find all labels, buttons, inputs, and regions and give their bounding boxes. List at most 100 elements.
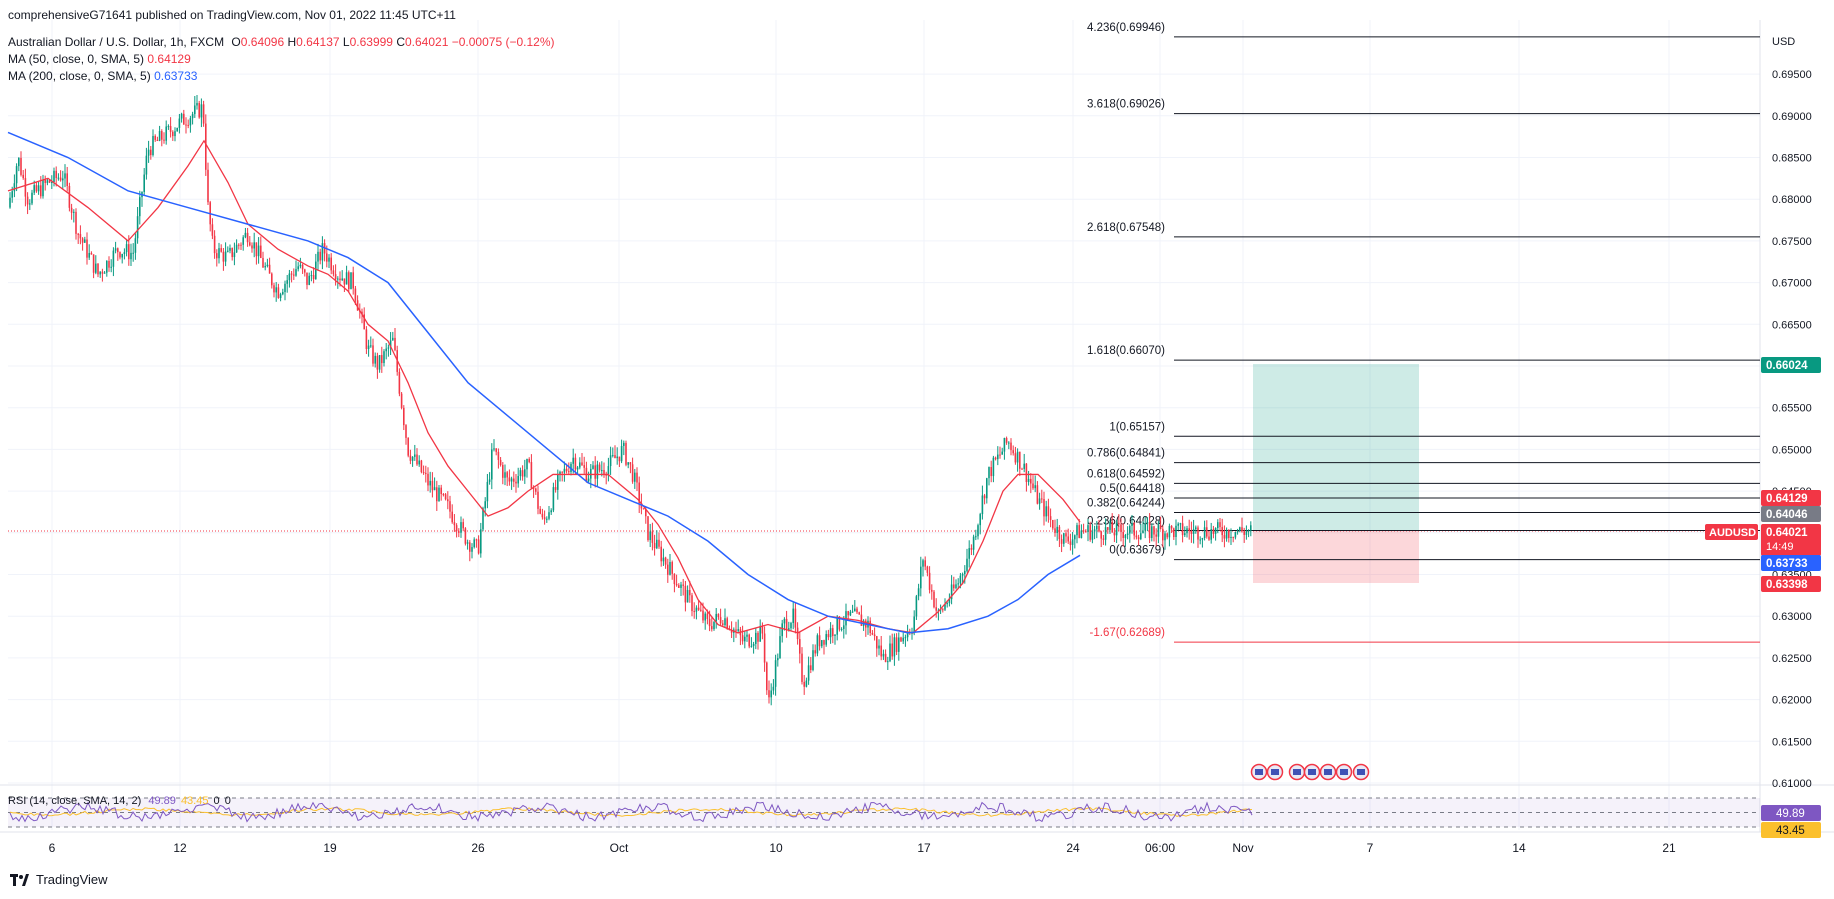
tradingview-logo[interactable]: TradingView <box>10 872 108 887</box>
candle-body <box>103 272 106 274</box>
candle-body <box>746 634 748 637</box>
time-tick-label: 12 <box>173 841 187 855</box>
candle-body <box>961 574 964 576</box>
rsi-legend[interactable]: RSI (14, close, SMA, 14, 2) 49.89 43.45 … <box>8 795 231 807</box>
candle-body <box>125 244 128 253</box>
candle-body <box>409 455 412 461</box>
candle-body <box>889 643 891 662</box>
candle-body <box>675 584 678 586</box>
candle-body <box>994 457 997 460</box>
candle-body <box>374 355 376 364</box>
candle-body <box>891 643 893 657</box>
candle-body <box>238 244 240 246</box>
candle-body <box>1065 533 1067 537</box>
candle-body <box>878 645 880 649</box>
symbol-tag-box <box>1705 524 1758 540</box>
price-axis[interactable]: USD 0.69500 0.69000 0.68500 0.68000 0.67500 0.… <box>1772 36 1812 790</box>
candle-body <box>1008 442 1010 444</box>
candle-body <box>416 454 418 465</box>
candle-body <box>163 139 165 141</box>
ma200-legend[interactable]: MA (200, close, 0, SMA, 5) 0.63733 <box>8 69 198 83</box>
candle-body <box>1131 523 1133 526</box>
candle-body <box>704 613 706 621</box>
candle-body <box>68 185 71 208</box>
candle-body <box>117 248 119 253</box>
candle-body <box>66 173 68 186</box>
candle-body <box>530 462 533 489</box>
candle-body <box>79 234 82 239</box>
candle-body <box>480 529 482 554</box>
candle-body <box>183 113 185 125</box>
candle-body <box>1239 527 1241 532</box>
candle-body <box>77 233 79 235</box>
candle-body <box>332 270 335 275</box>
ohlc-low: L0.63999 <box>342 35 393 49</box>
candle-body <box>81 238 84 243</box>
candle-body <box>814 650 816 654</box>
fib-level-label: 1(0.65157) <box>1109 421 1165 433</box>
candle-body <box>343 278 346 285</box>
candle-body <box>205 123 207 170</box>
candle-body <box>966 558 968 571</box>
candle-body <box>524 469 526 477</box>
candle-body <box>508 477 511 482</box>
ma50-legend[interactable]: MA (50, close, 0, SMA, 5) 0.64129 <box>8 52 191 66</box>
candle-body <box>1195 527 1197 530</box>
candle-body <box>1041 498 1043 500</box>
fib-extension[interactable]: 4.236(0.69946) 3.618(0.69026) 2.618(0.6754… <box>8 22 1760 643</box>
candle-body <box>860 614 863 626</box>
candle-body <box>101 271 104 274</box>
candle-body <box>1115 522 1118 536</box>
candle-body <box>801 653 803 682</box>
candle-body <box>1243 531 1245 535</box>
ohlc-open: O0.64096 <box>231 35 285 49</box>
candle-body <box>339 278 341 281</box>
candle-body <box>86 239 88 258</box>
candle-body <box>856 608 858 613</box>
candle-body <box>695 607 698 612</box>
candle-body <box>1012 450 1014 454</box>
candle-body <box>128 244 130 260</box>
candle-body <box>931 589 933 592</box>
candle-body <box>345 272 348 285</box>
candle-body <box>48 180 51 183</box>
candle-body <box>1206 527 1208 537</box>
candle-body <box>156 139 159 141</box>
position-loss-zone[interactable] <box>1253 531 1419 584</box>
candle-body <box>1151 526 1153 539</box>
candle-body <box>108 260 110 268</box>
candle-body <box>922 560 924 567</box>
candle-body <box>1049 516 1052 520</box>
time-axis[interactable]: 6 12 19 26 Oct 10 17 24 06:00 Nov 7 14 21 <box>49 841 1676 855</box>
candle-body <box>594 465 596 479</box>
candle-body <box>46 180 49 183</box>
candle-body <box>816 635 819 654</box>
tradingview-brand: TradingView <box>36 872 108 887</box>
position-profit-zone[interactable] <box>1253 363 1419 532</box>
price-tick-label: 0.63000 <box>1772 611 1812 623</box>
candle-body <box>15 166 18 184</box>
long-position-tool[interactable] <box>1253 363 1419 584</box>
economic-events[interactable] <box>1250 763 1370 781</box>
candle-body <box>407 437 409 456</box>
candle-body <box>57 177 60 179</box>
candle-body <box>29 203 31 205</box>
candle-body <box>268 264 271 274</box>
candle-body <box>486 481 489 502</box>
candle-body <box>24 178 27 197</box>
candle-body <box>1010 442 1012 451</box>
candle-body <box>484 501 486 509</box>
candle-body <box>262 257 264 268</box>
candle-body <box>774 660 777 687</box>
candle-body <box>957 583 959 585</box>
symbol-legend[interactable]: Australian Dollar / U.S. Dollar, 1h, FXC… <box>8 35 554 49</box>
candle-body <box>645 509 647 517</box>
price-tick-label: 0.65500 <box>1772 403 1812 415</box>
candle-body <box>196 103 198 106</box>
candle-body <box>1111 521 1113 533</box>
candle-body <box>31 192 33 204</box>
candle-body <box>1120 524 1122 532</box>
candle-body <box>944 604 946 610</box>
candle-body <box>823 640 825 645</box>
